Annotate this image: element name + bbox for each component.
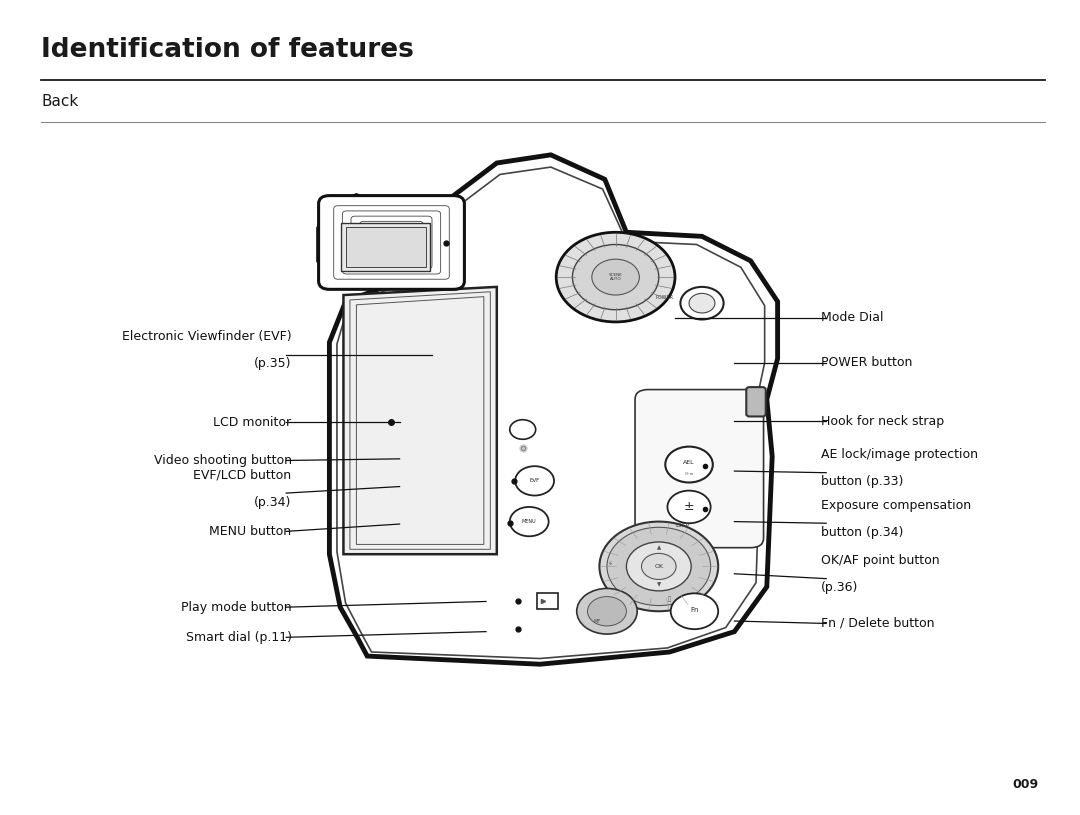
Circle shape bbox=[510, 507, 549, 536]
Circle shape bbox=[642, 553, 676, 579]
Text: ⚡: ⚡ bbox=[608, 561, 612, 567]
Text: (p.34): (p.34) bbox=[254, 496, 292, 509]
Text: EVF: EVF bbox=[529, 478, 540, 483]
Circle shape bbox=[577, 588, 637, 634]
Text: Mode Dial: Mode Dial bbox=[821, 311, 883, 324]
Text: Fn / Delete button: Fn / Delete button bbox=[821, 617, 934, 630]
Text: ⌛: ⌛ bbox=[667, 597, 672, 601]
Text: OK: OK bbox=[654, 564, 663, 569]
Circle shape bbox=[588, 597, 626, 626]
PathPatch shape bbox=[343, 287, 497, 554]
Text: Smart dial (p.11): Smart dial (p.11) bbox=[186, 631, 292, 644]
Circle shape bbox=[592, 259, 639, 295]
Text: AEL: AEL bbox=[684, 460, 694, 465]
Text: ±: ± bbox=[684, 500, 694, 513]
Circle shape bbox=[665, 447, 713, 482]
Text: button (p.34): button (p.34) bbox=[821, 526, 903, 539]
Circle shape bbox=[599, 522, 718, 611]
Circle shape bbox=[667, 491, 711, 523]
Text: POWER: POWER bbox=[656, 295, 673, 300]
Text: Exposure compensation: Exposure compensation bbox=[821, 499, 971, 512]
Text: Play mode button: Play mode button bbox=[181, 601, 292, 614]
Bar bbox=[341, 223, 430, 271]
Circle shape bbox=[680, 287, 724, 319]
Text: MENU: MENU bbox=[522, 519, 537, 524]
Circle shape bbox=[510, 420, 536, 439]
Text: (p.36): (p.36) bbox=[821, 581, 859, 594]
Bar bbox=[346, 227, 426, 267]
Text: Identification of features: Identification of features bbox=[41, 37, 414, 63]
Circle shape bbox=[626, 542, 691, 591]
Text: Hook for neck strap: Hook for neck strap bbox=[821, 415, 944, 428]
Text: SCENE
AUTO: SCENE AUTO bbox=[609, 273, 622, 281]
Text: LCD monitor: LCD monitor bbox=[214, 416, 292, 429]
FancyBboxPatch shape bbox=[746, 387, 766, 416]
Circle shape bbox=[689, 293, 715, 313]
Text: MENU button: MENU button bbox=[210, 525, 292, 538]
Text: Electronic Viewfinder (EVF): Electronic Viewfinder (EVF) bbox=[122, 330, 292, 343]
Bar bbox=[537, 593, 558, 609]
Text: ▲: ▲ bbox=[657, 545, 661, 550]
Text: DISP: DISP bbox=[675, 523, 690, 528]
Text: button (p.33): button (p.33) bbox=[821, 475, 903, 488]
Text: (p.35): (p.35) bbox=[254, 357, 292, 370]
FancyBboxPatch shape bbox=[319, 196, 464, 289]
FancyBboxPatch shape bbox=[635, 390, 764, 548]
Text: Back: Back bbox=[41, 94, 78, 108]
Text: MF: MF bbox=[594, 619, 600, 623]
Text: POWER button: POWER button bbox=[821, 356, 913, 369]
Text: Video shooting button: Video shooting button bbox=[153, 454, 292, 467]
Circle shape bbox=[671, 593, 718, 629]
PathPatch shape bbox=[319, 155, 778, 664]
Text: 009: 009 bbox=[1013, 778, 1039, 791]
Text: ▼: ▼ bbox=[657, 582, 661, 587]
Text: Fn: Fn bbox=[690, 606, 699, 613]
Circle shape bbox=[515, 466, 554, 496]
Circle shape bbox=[572, 244, 659, 310]
Text: O~m: O~m bbox=[685, 473, 693, 476]
Text: OK/AF point button: OK/AF point button bbox=[821, 554, 940, 567]
Circle shape bbox=[556, 232, 675, 322]
Text: AE lock/image protection: AE lock/image protection bbox=[821, 448, 977, 461]
Text: EVF/LCD button: EVF/LCD button bbox=[193, 469, 292, 482]
Circle shape bbox=[607, 527, 711, 606]
